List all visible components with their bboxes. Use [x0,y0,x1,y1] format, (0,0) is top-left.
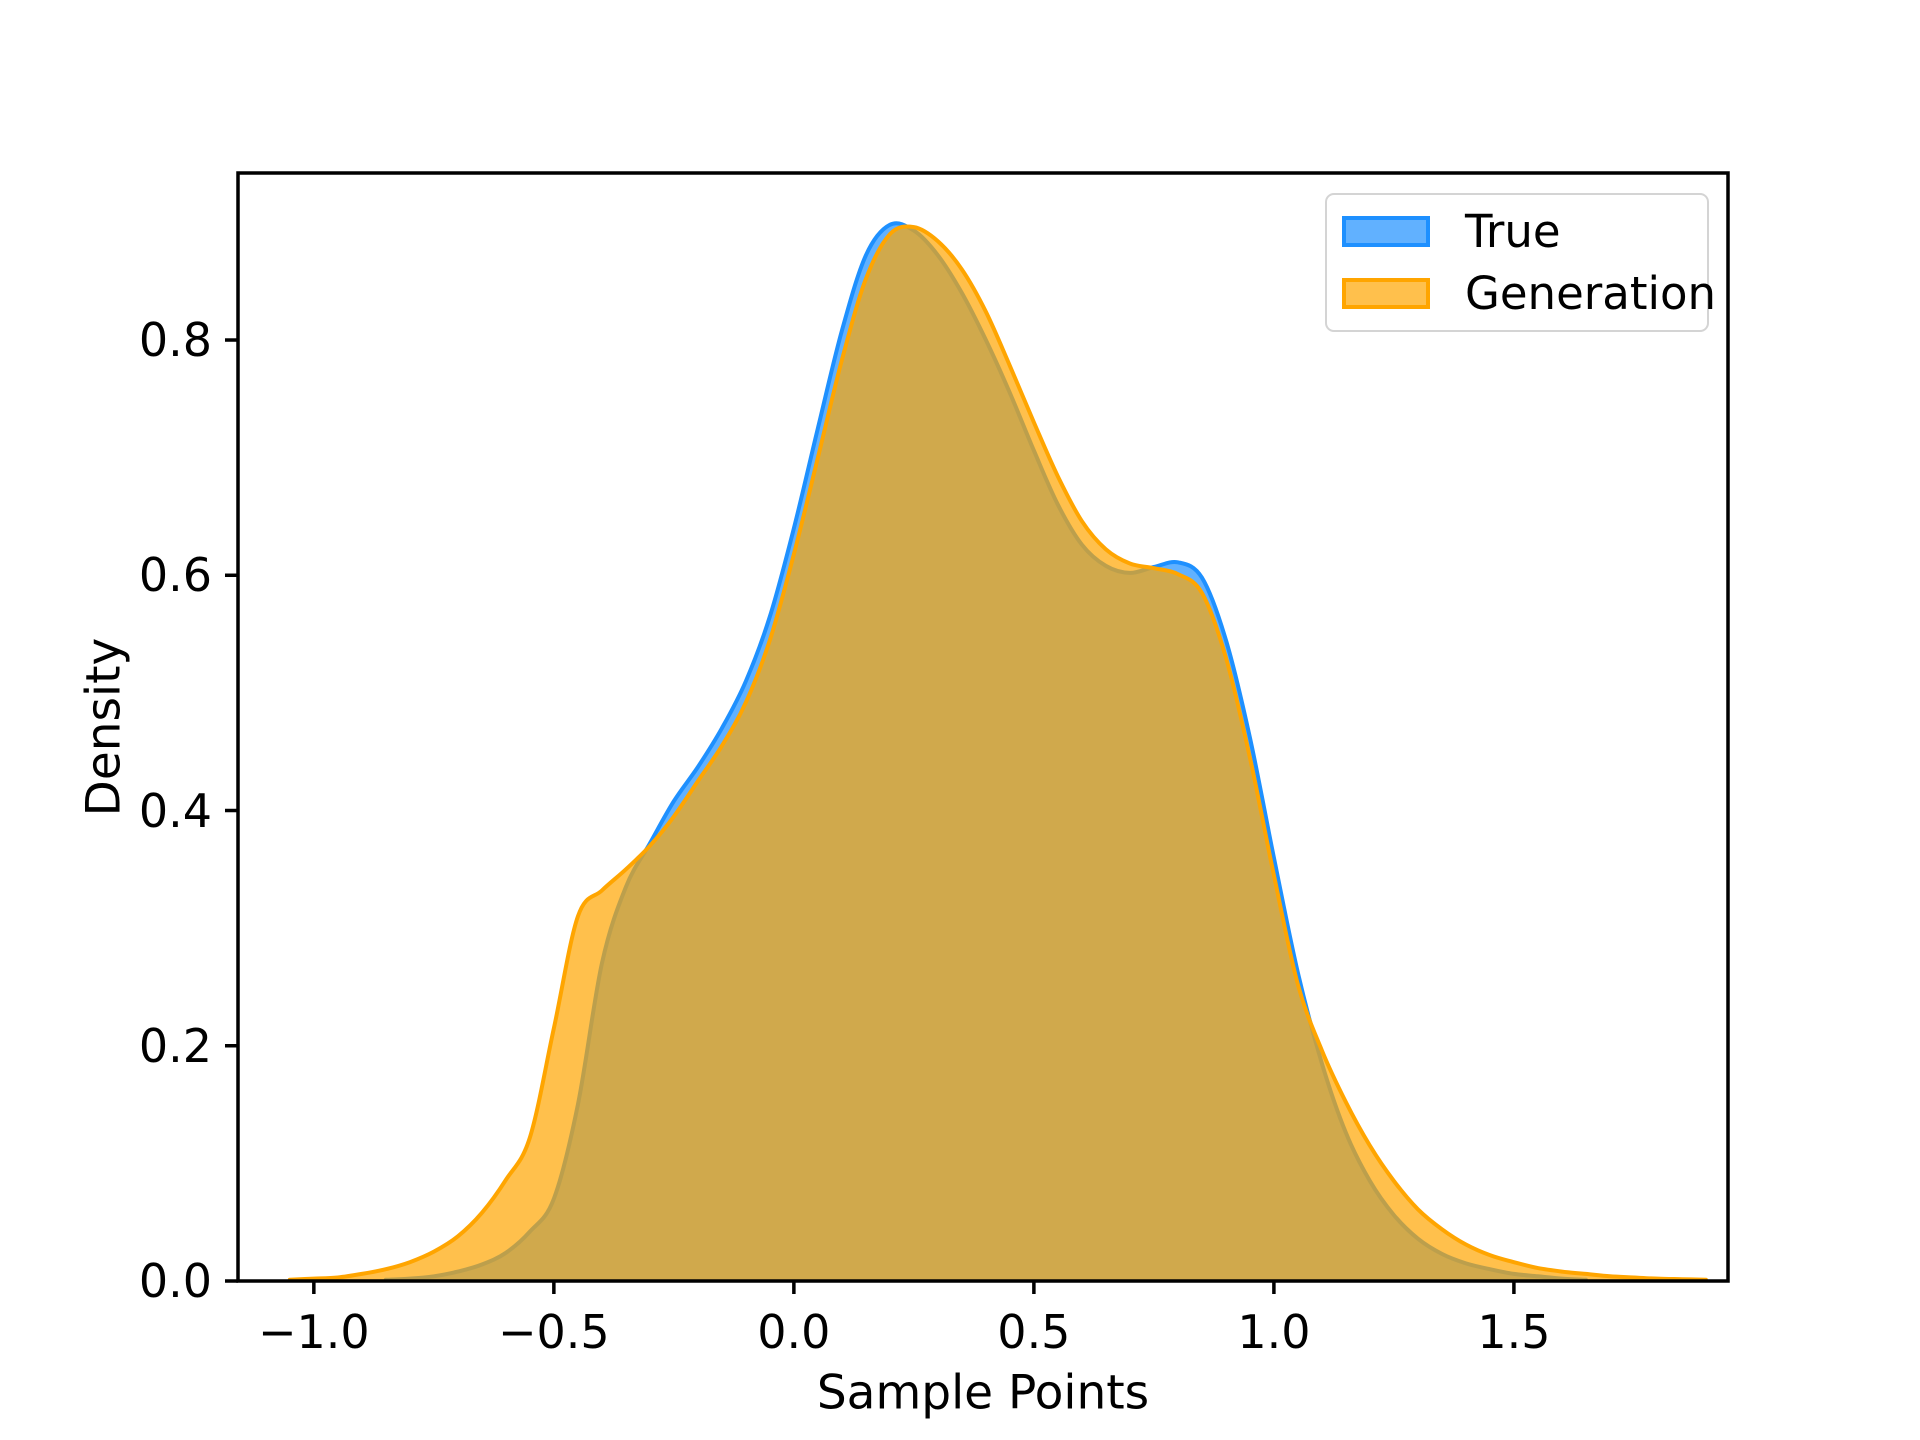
x-axis-tick-label: 0.0 [757,1305,831,1359]
legend-entry-generation: Generation [1342,271,1716,316]
legend-entry-true: True [1342,209,1707,254]
x-axis-tick-label: 1.5 [1477,1305,1551,1359]
x-axis-tick-label: 0.5 [997,1305,1071,1359]
plot-border [236,171,1730,1283]
x-axis-label: Sample Points [816,1365,1150,1421]
y-axis-tick-label: 0.8 [138,313,212,368]
x-axis-tick-label: 1.0 [1237,1305,1311,1359]
y-axis-tick-label: 0.0 [138,1254,212,1308]
legend: True Generation [1325,193,1716,332]
kde-area-generation [289,226,1706,1281]
x-axis-tick-label: −1.0 [257,1305,370,1359]
y-axis-tick-label: 0.4 [138,783,212,838]
legend-swatch-true [1342,216,1430,247]
kde-line-generation [287,224,1708,1282]
legend-label-true: True [1465,205,1561,258]
y-axis-tick-label: 0.6 [138,548,212,603]
y-axis-tick-label: 0.2 [138,1018,212,1073]
legend-label-generation: Generation [1465,267,1717,320]
y-axis-label: Density [76,637,132,817]
legend-swatch-generation [1342,278,1430,309]
kde-curves [287,221,1708,1282]
axes [225,171,1730,1294]
x-axis-tick-label: −0.5 [497,1305,610,1359]
